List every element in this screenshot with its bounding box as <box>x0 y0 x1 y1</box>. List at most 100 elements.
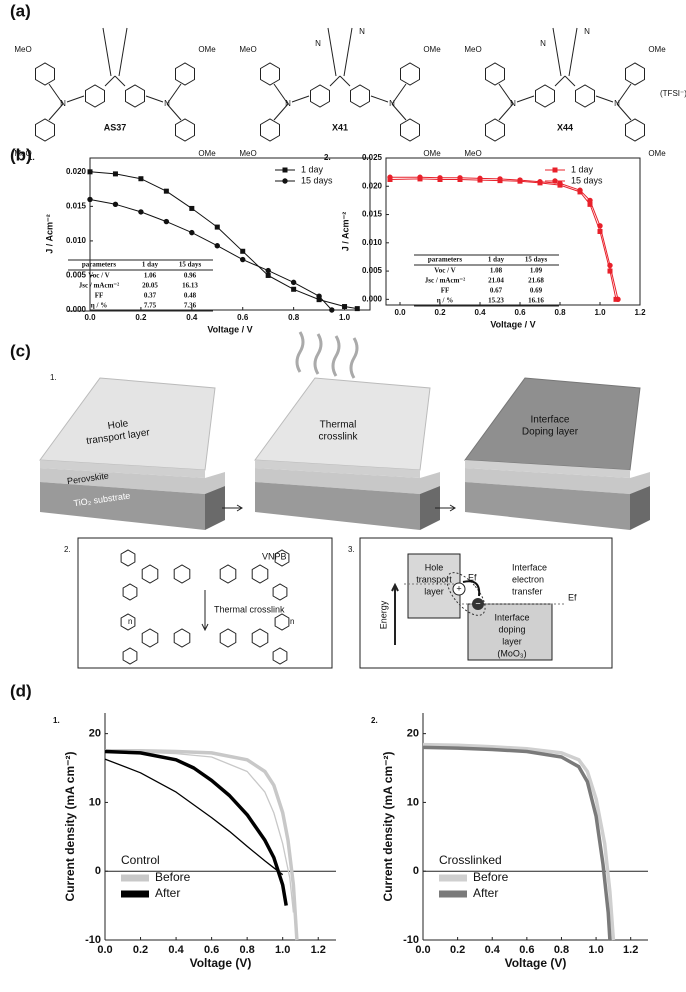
y-axis-label: J / Acm⁻² <box>340 212 350 251</box>
marker <box>417 174 423 180</box>
ring <box>173 564 191 584</box>
x-tick-label: 0.0 <box>394 308 406 317</box>
table-cell: 15.23 <box>488 297 504 305</box>
marker <box>597 223 603 229</box>
atom-label: N <box>164 99 170 108</box>
arrow <box>462 580 481 597</box>
bond <box>329 75 341 87</box>
ring <box>173 628 191 648</box>
molecule <box>260 27 420 142</box>
marker <box>387 174 393 180</box>
table-cell: FF <box>441 287 450 295</box>
box-label: layer <box>424 586 444 596</box>
curve <box>89 171 358 310</box>
marker <box>437 175 443 181</box>
y-tick-label: 10 <box>89 796 101 808</box>
molecule-name: AS37 <box>104 122 127 132</box>
ring <box>400 62 420 86</box>
bond <box>145 95 164 103</box>
table-cell: 21.04 <box>488 277 504 285</box>
compound-name: VNPB <box>262 551 287 561</box>
y-tick-label: 0.025 <box>362 153 383 162</box>
y-tick-label: -10 <box>85 934 101 946</box>
bond <box>595 95 614 103</box>
bond <box>114 75 126 87</box>
bond <box>616 83 632 105</box>
ring <box>122 647 138 665</box>
ring <box>310 84 330 108</box>
ring <box>219 628 237 648</box>
x-tick-label: 1.0 <box>594 308 606 317</box>
marker <box>552 178 558 184</box>
transfer-ellipse <box>446 572 486 616</box>
atom-label: MeO <box>239 149 256 158</box>
ring <box>175 118 195 142</box>
y-tick-label: 0.000 <box>362 294 383 303</box>
y-tick-label: 0.015 <box>362 210 383 219</box>
marker <box>87 169 93 175</box>
curve <box>104 758 284 876</box>
marker <box>329 307 335 313</box>
marker <box>342 304 348 310</box>
y-tick-label: 20 <box>407 728 419 740</box>
legend-title: Crosslinked <box>439 853 502 867</box>
atom-label: MeO <box>14 45 31 54</box>
bond <box>104 75 116 87</box>
sub-label: 1. <box>28 153 35 162</box>
ring <box>120 549 136 567</box>
marker <box>587 197 593 204</box>
y-tick-label: 0.015 <box>66 201 87 210</box>
hole <box>452 582 466 596</box>
y-tick-label: -10 <box>403 934 419 946</box>
curve <box>390 176 619 300</box>
marker <box>316 293 322 299</box>
ring <box>125 84 145 108</box>
x-tick-label: 0.2 <box>450 944 465 956</box>
x-tick-label: 1.0 <box>275 944 290 956</box>
x-tick-label: 1.0 <box>588 944 603 956</box>
ring <box>219 564 237 584</box>
y-tick-label: 0.010 <box>362 238 383 247</box>
x-tick-label: 0.0 <box>84 313 96 322</box>
marker <box>265 272 271 278</box>
curve <box>104 749 288 906</box>
table-cell: 1.09 <box>530 267 543 275</box>
table-cell: 7.36 <box>184 302 197 310</box>
x-tick-label: 0.6 <box>519 944 534 956</box>
table-cell: Jsc / mAcm⁻² <box>425 277 465 285</box>
marker <box>587 201 593 207</box>
sub-label: 2. <box>64 545 71 554</box>
x-tick-label: 0.8 <box>240 944 255 956</box>
marker <box>477 175 483 182</box>
atom-label: N <box>60 99 66 108</box>
x-tick-label: 0.0 <box>415 944 430 956</box>
ring <box>274 613 290 631</box>
marker <box>240 256 246 263</box>
table-header: 15 days <box>525 256 548 264</box>
fermi-label: Ef <box>468 572 477 582</box>
table-cell: 0.37 <box>144 292 157 300</box>
y-axis-label: Current density (mA cm⁻²) <box>381 752 395 902</box>
bond <box>166 83 182 105</box>
axis-label: Energy <box>378 600 388 629</box>
stack <box>464 377 650 530</box>
frame <box>359 537 613 669</box>
x-tick-label: 0.4 <box>474 308 486 317</box>
bond <box>339 75 351 87</box>
layer-label: Thermal <box>320 420 357 431</box>
table-cell: η / % <box>91 302 107 310</box>
ring <box>122 583 138 601</box>
ring <box>260 62 280 86</box>
molecule-name: X44 <box>557 122 573 132</box>
ring <box>272 583 288 601</box>
atom-label: N <box>389 99 395 108</box>
bond <box>273 83 289 105</box>
ring <box>485 118 505 142</box>
frame <box>77 537 333 669</box>
ring <box>350 84 370 108</box>
y-tick-label: 0 <box>95 865 101 877</box>
x-tick-label: 0.4 <box>168 944 184 956</box>
marker <box>557 180 563 187</box>
ring <box>35 62 55 86</box>
table-cell: 0.69 <box>530 287 543 295</box>
